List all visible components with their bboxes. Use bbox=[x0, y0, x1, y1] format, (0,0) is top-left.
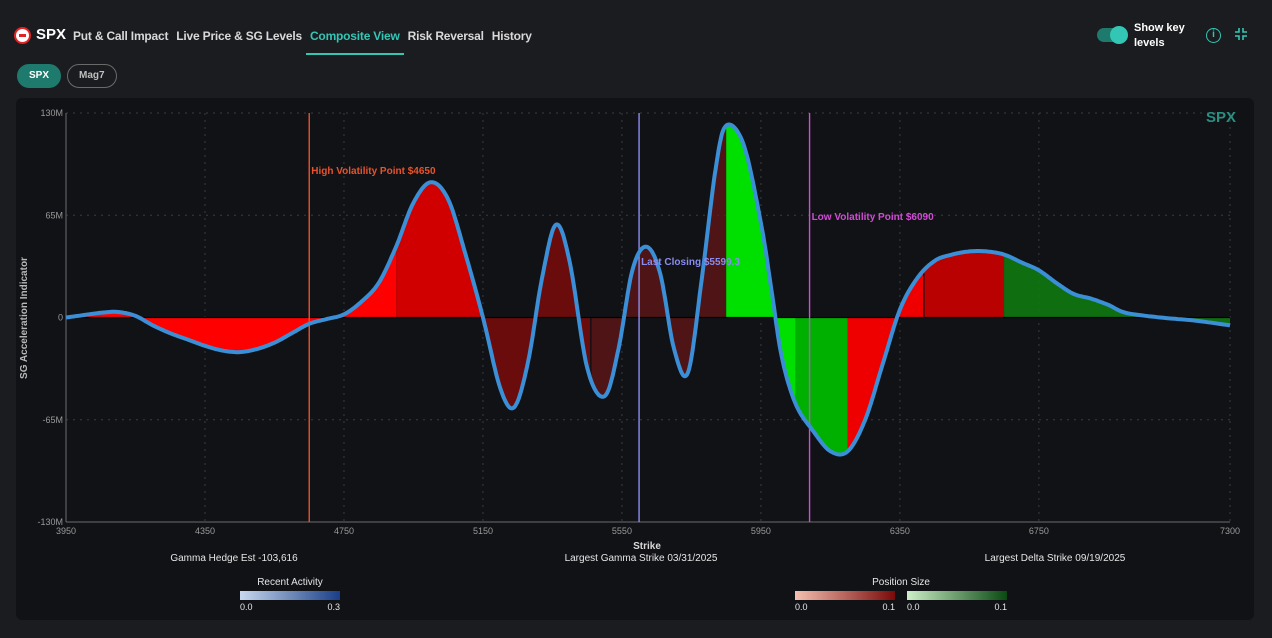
x-tick-label: 6350 bbox=[890, 526, 910, 536]
tab-history[interactable]: History bbox=[491, 29, 532, 43]
recent-activity-scale bbox=[240, 591, 340, 600]
view-tabs: Put & Call Impact Live Price & SG Levels… bbox=[69, 29, 536, 55]
key-level-lines bbox=[308, 113, 811, 522]
area-fill-segment bbox=[66, 246, 397, 353]
recent-activity-title: Recent Activity bbox=[257, 577, 323, 588]
logo-icon bbox=[14, 27, 31, 44]
x-tick-label: 4350 bbox=[195, 526, 215, 536]
position-size-red-scale bbox=[795, 591, 895, 600]
x-tick-label: 7300 bbox=[1220, 526, 1240, 536]
area-fill-segment bbox=[1004, 254, 1230, 326]
area-fill-segment bbox=[591, 125, 727, 397]
y-tick-label: 65M bbox=[45, 210, 63, 220]
sg-acceleration-curve bbox=[64, 122, 1231, 457]
x-axis-label: Strike bbox=[633, 541, 661, 552]
x-tick-label: 3950 bbox=[56, 526, 76, 536]
ticker-title: SPX bbox=[36, 26, 67, 43]
area-fill-segment bbox=[795, 317, 848, 455]
info-icon[interactable]: i bbox=[1206, 28, 1221, 43]
x-tick-label: 4750 bbox=[334, 526, 354, 536]
area-fill-segment bbox=[847, 270, 924, 452]
key-level-label: High Volatility Point $4650 bbox=[311, 166, 436, 177]
y-tick-label: -130M bbox=[37, 517, 63, 527]
tab-risk-reversal[interactable]: Risk Reversal bbox=[407, 29, 484, 43]
area-fill-segment bbox=[924, 251, 1005, 318]
position-size-red-max: 0.1 bbox=[882, 602, 895, 612]
position-size-green-min: 0.0 bbox=[907, 602, 920, 612]
symbol-chips: SPX Mag7 bbox=[17, 64, 117, 88]
chip-mag7[interactable]: Mag7 bbox=[67, 64, 117, 88]
gamma-hedge-note: Gamma Hedge Est -103,616 bbox=[170, 553, 298, 564]
tab-composite-view[interactable]: Composite View bbox=[305, 29, 404, 55]
key-level-labels: High Volatility Point $4650 Last Closing … bbox=[311, 166, 934, 268]
chart-fills bbox=[66, 124, 1230, 455]
tab-put-call-impact[interactable]: Put & Call Impact bbox=[73, 29, 169, 43]
top-bar: SPX Put & Call Impact Live Price & SG Le… bbox=[0, 0, 1272, 62]
position-size-red-min: 0.0 bbox=[795, 602, 808, 612]
position-size-green-max: 0.1 bbox=[994, 602, 1007, 612]
position-size-title: Position Size bbox=[872, 577, 930, 588]
y-tick-label: 130M bbox=[40, 108, 63, 118]
key-level-label: Last Closing $5599.3 bbox=[641, 257, 740, 268]
chart-panel bbox=[16, 98, 1254, 620]
x-tick-label: 5950 bbox=[751, 526, 771, 536]
tab-live-price[interactable]: Live Price & SG Levels bbox=[176, 29, 302, 43]
largest-delta-note: Largest Delta Strike 09/19/2025 bbox=[985, 553, 1126, 564]
position-size-green-scale bbox=[907, 591, 1007, 600]
show-key-levels-label: Show key levels bbox=[1134, 22, 1185, 49]
y-tick-label: -65M bbox=[42, 415, 63, 425]
recent-activity-max: 0.3 bbox=[327, 602, 340, 612]
toggle-knob bbox=[1110, 26, 1128, 44]
y-axis-label: SG Acceleration Indicator bbox=[19, 257, 30, 379]
x-tick-label: 5150 bbox=[473, 526, 493, 536]
x-tick-label: 5550 bbox=[612, 526, 632, 536]
chart-axes: 3950 4350 4750 5150 5550 5950 6350 6750 7300 130M… bbox=[37, 108, 1240, 536]
recent-activity-min: 0.0 bbox=[240, 602, 253, 612]
largest-gamma-note: Largest Gamma Strike 03/31/2025 bbox=[565, 553, 718, 564]
show-key-levels-toggle[interactable] bbox=[1097, 26, 1128, 44]
chip-spx[interactable]: SPX bbox=[17, 64, 62, 88]
area-fill-segment bbox=[396, 182, 483, 318]
y-tick-label: 0 bbox=[58, 313, 63, 323]
chart-watermark: SPX bbox=[1206, 109, 1236, 126]
key-level-label: Low Volatility Point $6090 bbox=[812, 212, 935, 223]
x-tick-label: 6750 bbox=[1029, 526, 1049, 536]
collapse-icon[interactable] bbox=[1234, 27, 1248, 41]
